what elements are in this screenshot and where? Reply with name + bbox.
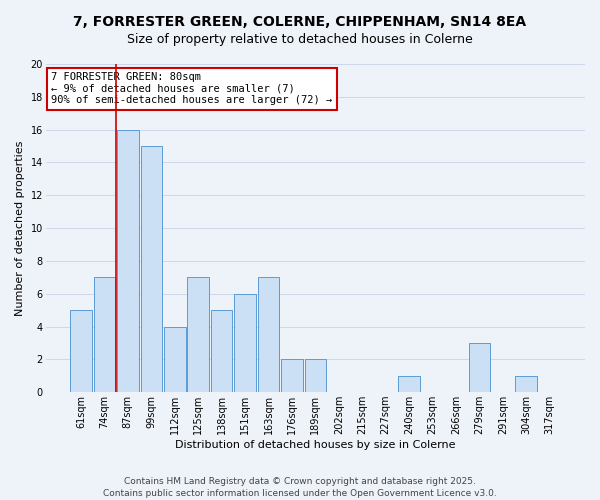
Bar <box>140 146 162 392</box>
Bar <box>187 278 209 392</box>
Bar <box>117 130 139 392</box>
Y-axis label: Number of detached properties: Number of detached properties <box>15 140 25 316</box>
Text: Contains HM Land Registry data © Crown copyright and database right 2025.
Contai: Contains HM Land Registry data © Crown c… <box>103 476 497 498</box>
Text: 7, FORRESTER GREEN, COLERNE, CHIPPENHAM, SN14 8EA: 7, FORRESTER GREEN, COLERNE, CHIPPENHAM,… <box>73 15 527 29</box>
Bar <box>469 343 490 392</box>
Bar <box>305 360 326 392</box>
Text: 7 FORRESTER GREEN: 80sqm
← 9% of detached houses are smaller (7)
90% of semi-det: 7 FORRESTER GREEN: 80sqm ← 9% of detache… <box>51 72 332 106</box>
Text: Size of property relative to detached houses in Colerne: Size of property relative to detached ho… <box>127 32 473 46</box>
Bar <box>234 294 256 392</box>
Bar <box>94 278 115 392</box>
Bar <box>211 310 232 392</box>
Bar <box>281 360 302 392</box>
Bar <box>164 326 185 392</box>
Bar <box>398 376 420 392</box>
X-axis label: Distribution of detached houses by size in Colerne: Distribution of detached houses by size … <box>175 440 455 450</box>
Bar <box>258 278 279 392</box>
Bar <box>515 376 537 392</box>
Bar <box>70 310 92 392</box>
